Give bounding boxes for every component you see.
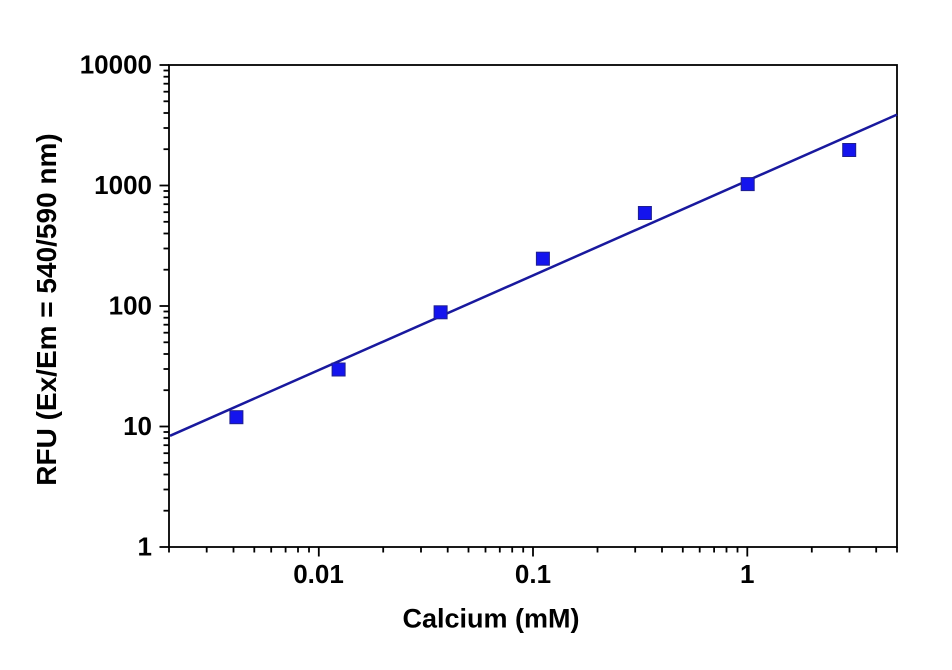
svg-text:0.01: 0.01 bbox=[293, 559, 344, 589]
svg-text:10000: 10000 bbox=[80, 50, 152, 80]
svg-text:RFU (Ex/Em = 540/590 nm): RFU (Ex/Em = 540/590 nm) bbox=[31, 133, 62, 485]
svg-text:1: 1 bbox=[138, 532, 152, 562]
svg-text:10: 10 bbox=[123, 411, 152, 441]
svg-text:0.1: 0.1 bbox=[515, 559, 551, 589]
svg-text:100: 100 bbox=[109, 291, 152, 321]
svg-text:1: 1 bbox=[740, 559, 754, 589]
svg-text:1000: 1000 bbox=[94, 170, 152, 200]
svg-text:Calcium (mM): Calcium (mM) bbox=[402, 604, 579, 634]
